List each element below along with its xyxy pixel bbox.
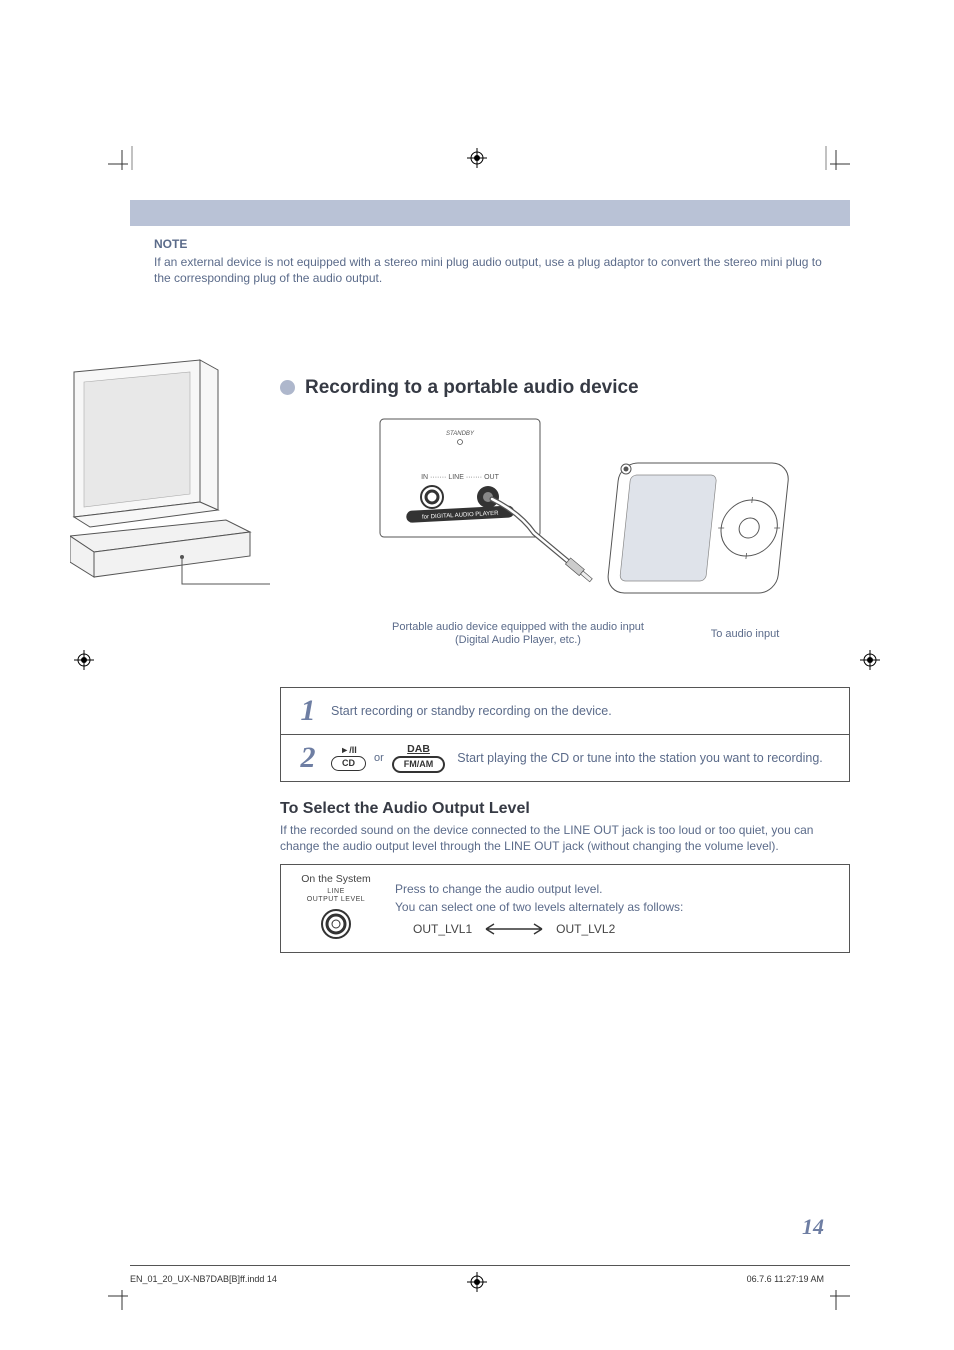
dab-label: DAB [407, 743, 430, 755]
out-lvl2: OUT_LVL2 [556, 920, 615, 938]
note-title: NOTE [154, 236, 826, 252]
level-toggle-line: OUT_LVL1 OUT_LVL2 [413, 920, 683, 938]
figure-area: Recording to a portable audio device STA… [130, 377, 850, 687]
section-title: Recording to a portable audio device [305, 377, 639, 399]
step-1-row: 1 Start recording or standby recording o… [281, 688, 849, 734]
section-title-row: Recording to a portable audio device [280, 377, 850, 399]
registration-mark-right [860, 650, 880, 670]
crop-mark-tl2 [120, 140, 150, 170]
footer-left: EN_01_20_UX-NB7DAB[B]ff.indd 14 [130, 1274, 277, 1284]
note-body: If an external device is not equipped wi… [154, 254, 826, 286]
page-number: 14 [802, 1214, 824, 1240]
footer-rule [130, 1265, 850, 1266]
play-pause-icon: ►/II [340, 745, 356, 755]
level-line1: Press to change the audio output level. [395, 880, 683, 898]
out-lvl1: OUT_LVL1 [413, 920, 472, 938]
svg-text:IN ······· LINE ······· OUT: IN ······· LINE ······· OUT [421, 474, 499, 481]
registration-mark-bottom [467, 1272, 487, 1292]
on-system-label: On the System [291, 873, 381, 885]
crop-mark-tr2 [808, 140, 838, 170]
step-2-row: 2 ►/II CD or DAB FM/AM Start playing the… [281, 734, 849, 781]
header-bar [130, 200, 850, 226]
figure-caption-device: Portable audio device equipped with the … [388, 621, 648, 649]
registration-mark-left [74, 650, 94, 670]
system-illustration [70, 352, 270, 597]
subsection-body: If the recorded sound on the device conn… [280, 822, 850, 854]
footer-right: 06.7.6 11:27:19 AM [747, 1274, 824, 1284]
cd-button-stack: ►/II CD [331, 745, 366, 771]
bullet-icon [280, 380, 295, 395]
svg-text:STANDBY: STANDBY [446, 431, 475, 437]
crop-mark-bl [108, 1290, 138, 1320]
step-2-controls: ►/II CD or DAB FM/AM [331, 743, 445, 773]
or-text: or [374, 752, 384, 764]
step-1-number: 1 [291, 694, 325, 728]
double-arrow-icon [484, 923, 544, 935]
fmam-button-stack: DAB FM/AM [392, 743, 446, 773]
step-2-number: 2 [291, 741, 325, 775]
steps-box: 1 Start recording or standby recording o… [280, 687, 850, 782]
subsection-title: To Select the Audio Output Level [280, 800, 850, 818]
device-illustration: STANDBY IN ······· LINE ······· OUT for … [320, 413, 850, 628]
level-box: On the System LINE OUTPUT LEVEL Press to… [280, 864, 850, 953]
step-2-text: Start playing the CD or tune into the st… [445, 751, 839, 765]
cd-button: CD [331, 756, 366, 771]
knob-icon [319, 907, 353, 941]
step-1-text: Start recording or standby recording on … [325, 704, 839, 718]
line-output-level-label: LINE OUTPUT LEVEL [291, 888, 381, 903]
note-block: NOTE If an external device is not equipp… [130, 236, 850, 287]
level-line2: You can select one of two levels alterna… [395, 898, 683, 916]
figure-caption-input: To audio input [690, 628, 800, 642]
registration-mark-top [467, 148, 487, 168]
level-text-column: Press to change the audio output level. … [395, 880, 683, 938]
fmam-button: FM/AM [392, 756, 446, 773]
page-content: NOTE If an external device is not equipp… [130, 200, 850, 953]
crop-mark-br [820, 1290, 850, 1320]
on-system-column: On the System LINE OUTPUT LEVEL [291, 873, 381, 944]
